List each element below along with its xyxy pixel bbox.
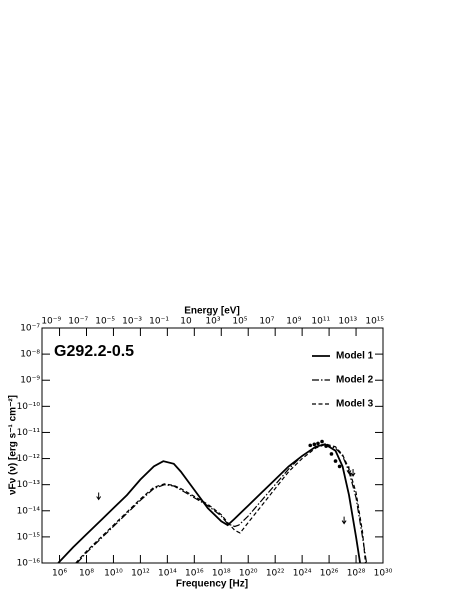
model-line	[75, 443, 367, 563]
y-tick-label: 10⁻⁹	[20, 376, 40, 386]
x-tick-label: 10¹²	[131, 569, 150, 579]
y-tick-label: 10⁻¹²	[17, 454, 41, 464]
y-tick-label: 10⁻¹⁵	[17, 532, 41, 542]
x2-tick-label: 10¹⁵	[365, 317, 384, 327]
upper-limit	[96, 492, 102, 501]
x2-tick-label: 10⁻⁹	[41, 317, 61, 327]
legend-label: Model 3	[336, 399, 374, 410]
data-point	[316, 441, 320, 446]
x-tick-label: 10²²	[266, 569, 285, 579]
x2-tick-label: 10⁹	[286, 317, 301, 327]
x2-tick-label: 10³	[205, 317, 220, 327]
y-tick-label: 10⁻¹⁰	[17, 402, 41, 412]
legend-label: Model 1	[336, 351, 374, 362]
y-tick-label: 10⁻¹⁴	[17, 506, 41, 516]
x2-tick-label: 10⁻⁵	[95, 317, 115, 327]
upper-limit	[341, 516, 347, 525]
x-tick-label: 10⁶	[52, 569, 67, 579]
x-tick-label: 10¹⁴	[158, 569, 177, 579]
data-point	[320, 439, 324, 444]
y-tick-label: 10⁻¹¹	[17, 428, 41, 438]
data-point	[324, 444, 328, 448]
data-point	[312, 442, 317, 447]
x-tick-label: 10²⁴	[293, 569, 312, 579]
x2-tick-label: 10¹³	[338, 317, 357, 327]
x2-axis-label: Energy [eV]	[184, 306, 240, 317]
model-line	[57, 443, 361, 563]
x-tick-label: 10²⁸	[347, 569, 366, 579]
upper-limit	[346, 466, 352, 475]
x-tick-label: 10¹⁰	[104, 569, 123, 579]
x2-tick-label: 10⁻³	[122, 317, 142, 327]
data-point	[333, 459, 338, 463]
x-tick-label: 10⁸	[79, 569, 94, 579]
x2-tick-label: 10⁻⁷	[68, 317, 88, 327]
x2-tick-label: 10⁵	[232, 317, 247, 327]
x2-tick-label: 10	[180, 317, 192, 327]
model-line	[76, 443, 368, 563]
data-point	[337, 464, 342, 469]
y-axis-label: νFν (ν) [erg s⁻¹ cm⁻²]	[8, 395, 19, 495]
legend-label: Model 2	[336, 375, 374, 386]
x-tick-label: 10²⁶	[320, 569, 339, 579]
y-tick-label: 10⁻⁸	[20, 350, 40, 360]
annotation: G292.2-0.5	[54, 343, 134, 360]
y-tick-label: 10⁻¹³	[17, 480, 41, 490]
x2-tick-label: 10⁻¹	[149, 317, 169, 327]
x-tick-label: 10³⁰	[374, 569, 393, 579]
y-tick-label: 10⁻¹⁶	[17, 559, 41, 569]
x-tick-label: 10²⁰	[239, 569, 258, 579]
plot-frame	[41, 327, 384, 564]
data-point	[329, 452, 334, 456]
x2-tick-label: 10⁷	[259, 317, 274, 327]
x-axis-label: Frequency [Hz]	[176, 579, 248, 590]
y-tick-label: 10⁻⁷	[20, 324, 40, 334]
data-point	[308, 443, 313, 448]
x-tick-label: 10¹⁸	[212, 569, 231, 579]
x2-tick-label: 10¹¹	[311, 317, 330, 327]
upper-limit	[350, 468, 356, 477]
x-tick-label: 10¹⁶	[185, 569, 204, 579]
